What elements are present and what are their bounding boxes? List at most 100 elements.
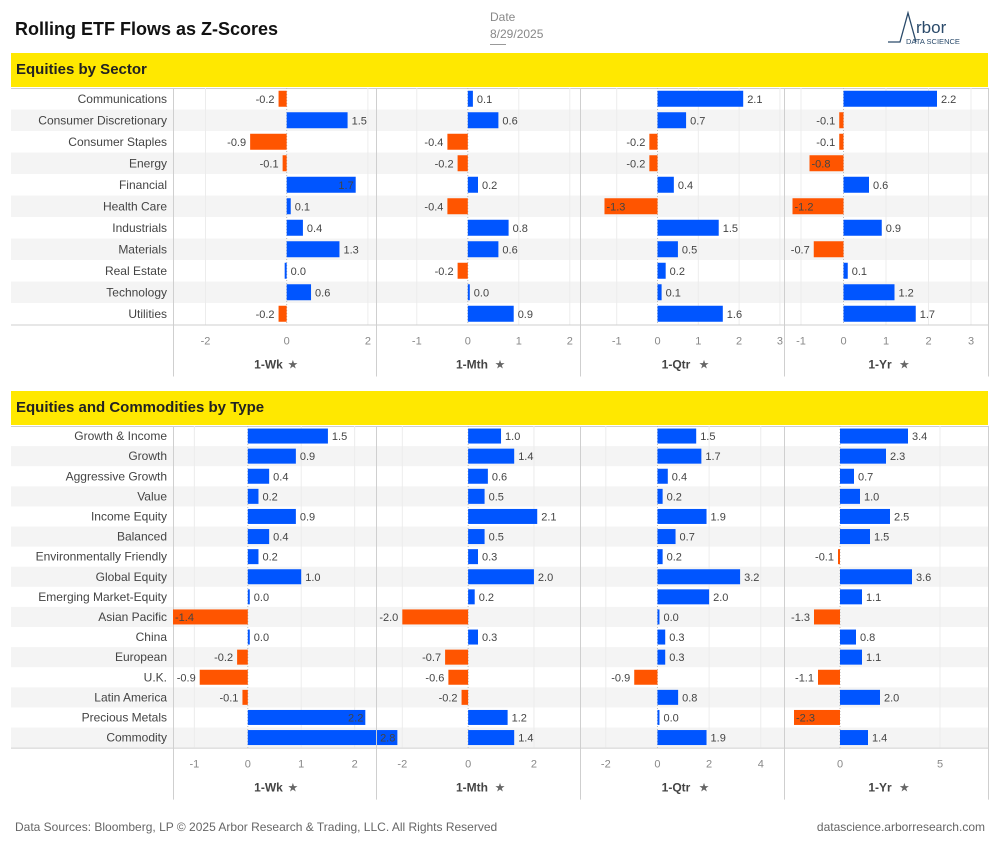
bar[interactable] (247, 629, 250, 645)
bar[interactable] (840, 589, 862, 605)
bar[interactable] (467, 305, 514, 322)
bar[interactable] (657, 241, 678, 258)
bar[interactable] (843, 262, 848, 279)
bar[interactable] (247, 508, 296, 524)
bar[interactable] (840, 629, 856, 645)
bar[interactable] (843, 90, 938, 107)
bar[interactable] (840, 468, 854, 484)
bar[interactable] (634, 669, 658, 685)
bar[interactable] (457, 155, 468, 172)
bar[interactable] (468, 709, 508, 725)
bar[interactable] (247, 529, 270, 545)
bar[interactable] (840, 508, 890, 524)
bar[interactable] (843, 219, 882, 236)
bar[interactable] (468, 529, 485, 545)
pin-icon[interactable]: ★ (288, 358, 299, 372)
bar[interactable] (468, 629, 478, 645)
bar[interactable] (657, 428, 697, 444)
bar[interactable] (840, 689, 880, 705)
bar[interactable] (278, 305, 287, 322)
bar[interactable] (468, 730, 515, 746)
bar[interactable] (657, 262, 666, 279)
pin-icon[interactable]: ★ (699, 781, 710, 795)
bar[interactable] (657, 219, 719, 236)
bar[interactable] (843, 284, 895, 301)
bar[interactable] (657, 112, 687, 129)
bar[interactable] (468, 508, 538, 524)
bar[interactable] (467, 241, 499, 258)
bar[interactable] (467, 284, 470, 301)
bar[interactable] (657, 569, 741, 585)
bar[interactable] (657, 529, 676, 545)
bar[interactable] (467, 176, 478, 193)
bar[interactable] (840, 448, 886, 464)
bar[interactable] (649, 155, 658, 172)
bar[interactable] (247, 488, 259, 504)
bar[interactable] (657, 305, 723, 322)
bar[interactable] (467, 90, 473, 107)
bar[interactable] (813, 241, 844, 258)
bar[interactable] (649, 133, 658, 150)
bar[interactable] (402, 609, 469, 625)
bar[interactable] (840, 428, 908, 444)
bar[interactable] (286, 241, 340, 258)
pin-icon[interactable]: ★ (699, 358, 710, 372)
bar[interactable] (284, 262, 287, 279)
bar[interactable] (468, 569, 534, 585)
pin-icon[interactable]: ★ (899, 358, 910, 372)
bar[interactable] (657, 508, 707, 524)
bar[interactable] (286, 219, 303, 236)
bar[interactable] (840, 649, 862, 665)
bar[interactable] (657, 689, 679, 705)
pin-icon[interactable]: ★ (899, 781, 910, 795)
bar[interactable] (840, 529, 870, 545)
bar[interactable] (657, 730, 707, 746)
bar[interactable] (447, 198, 468, 215)
bar[interactable] (794, 709, 840, 725)
bar[interactable] (814, 609, 840, 625)
bar[interactable] (286, 112, 348, 129)
bar[interactable] (445, 649, 469, 665)
bar[interactable] (461, 689, 469, 705)
bar[interactable] (468, 428, 502, 444)
bar[interactable] (247, 468, 270, 484)
bar[interactable] (839, 112, 844, 129)
bar[interactable] (282, 155, 287, 172)
bar[interactable] (468, 488, 485, 504)
pin-icon[interactable]: ★ (288, 781, 299, 795)
bar[interactable] (657, 609, 660, 625)
bar[interactable] (657, 709, 660, 725)
bar[interactable] (247, 549, 259, 565)
bar[interactable] (247, 428, 328, 444)
bar[interactable] (818, 669, 840, 685)
bar[interactable] (657, 589, 710, 605)
bar[interactable] (448, 669, 469, 685)
date-filter-value[interactable]: 8/29/2025 (490, 27, 544, 41)
bar[interactable] (199, 669, 248, 685)
bar[interactable] (447, 133, 468, 150)
bar[interactable] (657, 284, 662, 301)
footer-website-link[interactable]: datascience.arborresearch.com (816, 820, 985, 834)
bar[interactable] (657, 448, 702, 464)
bar[interactable] (468, 448, 515, 464)
bar[interactable] (657, 549, 663, 565)
bar[interactable] (247, 569, 302, 585)
bar[interactable] (457, 262, 468, 279)
bar[interactable] (838, 549, 840, 565)
bar[interactable] (278, 90, 287, 107)
bar[interactable] (173, 609, 248, 625)
bar[interactable] (247, 589, 250, 605)
bar[interactable] (657, 649, 666, 665)
bar[interactable] (247, 709, 366, 725)
bar[interactable] (247, 730, 398, 746)
pin-icon[interactable]: ★ (495, 781, 506, 795)
bar[interactable] (809, 155, 844, 172)
bar[interactable] (839, 133, 844, 150)
bar[interactable] (657, 629, 666, 645)
bar[interactable] (286, 198, 291, 215)
bar[interactable] (792, 198, 844, 215)
bar[interactable] (468, 589, 475, 605)
bar[interactable] (468, 549, 478, 565)
bar[interactable] (247, 448, 296, 464)
bar[interactable] (657, 90, 744, 107)
